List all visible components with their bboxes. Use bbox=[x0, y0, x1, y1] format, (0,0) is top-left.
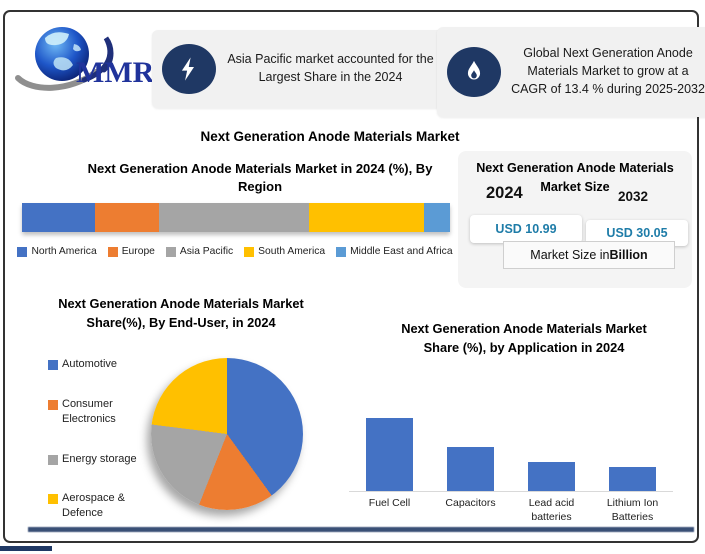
axis-label-lead-acid-batteries: Lead acid batteries bbox=[528, 497, 575, 523]
legend-swatch-icon bbox=[48, 399, 58, 410]
callout-cagr: Global Next Generation Anode Materials M… bbox=[437, 27, 705, 117]
page-title: Next Generation Anode Materials Market bbox=[200, 129, 460, 144]
region-legend-item-south-america: South America bbox=[244, 246, 325, 257]
application-bar-column bbox=[592, 411, 673, 491]
year-end-label: 2032 bbox=[618, 189, 649, 204]
legend-swatch-icon bbox=[165, 247, 176, 257]
market-size-panel: Next Generation Anode Materials Market S… bbox=[458, 151, 692, 288]
region-segment-south-america bbox=[308, 203, 425, 232]
application-bar-column bbox=[430, 411, 511, 491]
bar-lithium-ion-batteries bbox=[609, 467, 656, 491]
globe-swoosh-icon: MMR bbox=[15, 27, 155, 91]
region-segment-middle-east-and-africa bbox=[424, 203, 450, 232]
region-segment-europe bbox=[94, 203, 159, 232]
region-segment-asia-pacific bbox=[158, 203, 309, 232]
region-legend-item-asia-pacific: Asia Pacific bbox=[165, 246, 234, 257]
legend-swatch-icon bbox=[244, 247, 255, 257]
legend-label: South America bbox=[258, 246, 326, 257]
note-unit: Billion bbox=[609, 248, 648, 262]
region-legend-item-middle-east-and-africa: Middle East and Africa bbox=[336, 246, 453, 257]
bar-lead-acid-batteries bbox=[528, 461, 575, 491]
legend-label: Middle East and Africa bbox=[350, 246, 453, 257]
market-size-value-2024: USD 10.99 bbox=[470, 215, 582, 243]
year-start-label: 2024 bbox=[486, 184, 523, 202]
legend-swatch-icon bbox=[336, 247, 347, 257]
legend-swatch-icon bbox=[48, 494, 58, 505]
application-bar-column bbox=[349, 411, 430, 491]
legend-label: North America bbox=[31, 246, 97, 257]
end-user-legend-item-aerospace-defence: Aerospace & Defence bbox=[48, 491, 152, 521]
application-bar-chart bbox=[349, 411, 673, 492]
bottom-divider bbox=[28, 527, 694, 532]
end-user-chart-legend: Automotive Consumer Electronics Energy sto… bbox=[48, 357, 152, 521]
region-legend-item-north-america: North America bbox=[17, 246, 97, 257]
region-stacked-bar-chart bbox=[22, 203, 450, 232]
legend-swatch-icon bbox=[17, 247, 28, 257]
callout-text: Asia Pacific market accounted for the La… bbox=[227, 52, 434, 84]
application-chart-title: Next Generation Anode Materials Market S… bbox=[401, 321, 647, 355]
market-size-title: Next Generation Anode Materials Market S… bbox=[476, 161, 674, 194]
region-segment-north-america bbox=[22, 203, 95, 232]
axis-label-fuel-cell: Fuel Cell bbox=[368, 497, 411, 509]
end-user-pie-chart bbox=[151, 358, 303, 510]
region-chart-title: Next Generation Anode Materials Market i… bbox=[87, 161, 433, 194]
end-user-legend-item-automotive: Automotive bbox=[48, 357, 152, 372]
flame-icon bbox=[447, 47, 501, 97]
legend-label: Europe bbox=[121, 246, 155, 257]
mmr-logo: MMR bbox=[12, 16, 155, 108]
lightning-bolt-icon bbox=[162, 44, 216, 94]
application-axis-labels: Fuel Cell Capacitors Lead acid batteries Li… bbox=[349, 497, 673, 524]
bar-capacitors bbox=[447, 447, 494, 491]
bar-fuel-cell bbox=[366, 418, 413, 491]
end-user-legend-item-energy-storage: Energy storage bbox=[48, 452, 152, 467]
end-user-chart-title: Next Generation Anode Materials Market S… bbox=[58, 296, 304, 330]
legend-label: Consumer Electronics bbox=[62, 397, 116, 425]
market-size-unit-note: Market Size in Billion bbox=[503, 241, 675, 269]
region-legend-item-europe: Europe bbox=[107, 246, 155, 257]
legend-label: Automotive bbox=[62, 358, 118, 370]
axis-label-lithium-ion-batteries: Lithium Ion Batteries bbox=[606, 497, 659, 523]
bottom-corner-mark bbox=[0, 546, 52, 551]
end-user-legend-item-consumer-electronics: Consumer Electronics bbox=[48, 397, 152, 427]
region-chart-legend: North America Europe Asia Pacific South Ame… bbox=[12, 246, 458, 257]
legend-swatch-icon bbox=[48, 360, 58, 370]
legend-label: Energy storage bbox=[62, 452, 137, 465]
legend-swatch-icon bbox=[107, 247, 118, 257]
callout-text: Global Next Generation Anode Materials M… bbox=[511, 46, 705, 96]
application-bar-column bbox=[511, 411, 592, 491]
callout-asia-pacific: Asia Pacific market accounted for the La… bbox=[152, 30, 445, 108]
legend-label: Asia Pacific bbox=[179, 246, 234, 257]
legend-swatch-icon bbox=[48, 454, 58, 465]
axis-label-capacitors: Capacitors bbox=[445, 497, 496, 509]
logo-text: MMR bbox=[76, 56, 154, 89]
legend-label: Aerospace & Defence bbox=[62, 492, 125, 520]
note-prefix: Market Size in bbox=[530, 248, 610, 262]
